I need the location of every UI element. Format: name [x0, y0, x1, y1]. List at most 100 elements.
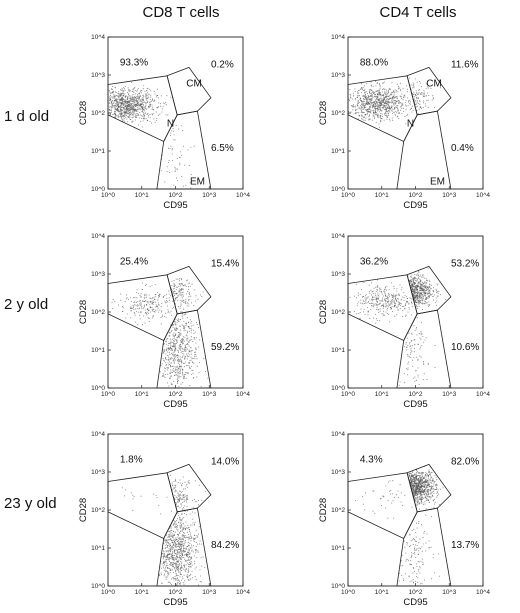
event-dot [361, 101, 363, 103]
event-dot [413, 87, 415, 89]
event-dot [394, 89, 396, 91]
event-dot [116, 105, 118, 108]
event-dot [368, 118, 370, 120]
event-dot [422, 289, 424, 291]
event-dot [420, 334, 422, 336]
event-dot [377, 305, 379, 307]
event-dot [417, 276, 420, 278]
event-dot [390, 493, 392, 495]
event-dot [191, 349, 193, 352]
event-dot [172, 292, 174, 294]
naive-percentage: 25.4% [120, 257, 148, 268]
event-dot [410, 345, 412, 347]
event-dot [352, 92, 354, 94]
event-dot [174, 531, 176, 533]
event-dot [170, 546, 172, 548]
event-dot [379, 320, 381, 322]
event-dot [195, 337, 197, 339]
event-dot [120, 92, 122, 94]
event-dot [361, 100, 363, 102]
event-dot [352, 98, 354, 100]
event-dot [175, 359, 177, 361]
event-dot [394, 107, 396, 110]
event-dot [124, 93, 126, 95]
event-dot [404, 382, 406, 384]
event-dot [397, 110, 399, 112]
event-dot [410, 284, 413, 286]
event-dot [121, 115, 123, 117]
event-dot [129, 99, 131, 101]
event-dot [378, 101, 380, 103]
event-dot [171, 489, 173, 491]
event-dot [377, 304, 379, 306]
event-dot [120, 98, 122, 100]
y-axis-label: CD28 [318, 498, 329, 522]
event-dot [175, 177, 177, 179]
event-dot [183, 330, 185, 332]
event-dot [161, 310, 163, 312]
event-dot [374, 101, 376, 103]
event-dot [161, 108, 163, 110]
event-dot [425, 105, 427, 107]
event-dot [378, 92, 380, 94]
event-dot [391, 305, 393, 308]
event-dot [182, 338, 185, 340]
event-dot [422, 102, 425, 104]
event-dot [437, 495, 439, 497]
event-dot [390, 303, 392, 305]
event-dot [417, 359, 419, 361]
event-dots [348, 77, 442, 128]
event-dot [166, 351, 168, 353]
event-dot [156, 96, 158, 98]
event-dot [391, 493, 394, 495]
event-dot [377, 116, 379, 118]
event-dot [112, 307, 114, 310]
event-dot [120, 114, 122, 116]
event-dot [175, 569, 177, 572]
event-dot [183, 554, 186, 556]
event-dot [413, 291, 415, 293]
event-dot [176, 328, 179, 330]
event-dot [132, 100, 134, 102]
event-dot [184, 344, 186, 346]
event-dot [168, 352, 170, 354]
event-dot [178, 568, 180, 570]
event-dot [176, 563, 178, 565]
event-dot [398, 88, 400, 90]
event-dot [412, 83, 414, 86]
event-dot [189, 328, 191, 330]
event-dot [186, 510, 189, 512]
event-dot [416, 274, 418, 276]
event-dot [179, 151, 181, 153]
event-dot [146, 114, 148, 116]
event-dot [410, 282, 412, 284]
event-dot [173, 367, 175, 369]
event-dot [418, 108, 420, 110]
event-dot [176, 555, 178, 558]
event-dot [147, 88, 149, 90]
event-dot [165, 541, 167, 543]
event-dot [389, 480, 391, 482]
event-dot [361, 118, 363, 120]
event-dot [181, 324, 183, 326]
event-dot [138, 106, 140, 108]
event-dot [173, 283, 175, 285]
event-dot [189, 351, 191, 353]
event-dot [134, 100, 136, 102]
event-dot [358, 101, 360, 103]
event-dot [416, 289, 418, 291]
event-dot [189, 362, 191, 364]
event-dot [182, 568, 185, 570]
event-dot [393, 295, 395, 297]
event-dot [186, 279, 188, 281]
event-dot [396, 112, 398, 114]
event-dot [196, 550, 198, 552]
event-dot [428, 279, 430, 281]
event-dot [381, 299, 383, 301]
event-dot [175, 549, 177, 551]
event-dot [368, 115, 370, 117]
event-dot [163, 315, 165, 317]
event-dot [118, 99, 121, 101]
event-dot [422, 281, 424, 283]
event-dot [418, 92, 420, 94]
